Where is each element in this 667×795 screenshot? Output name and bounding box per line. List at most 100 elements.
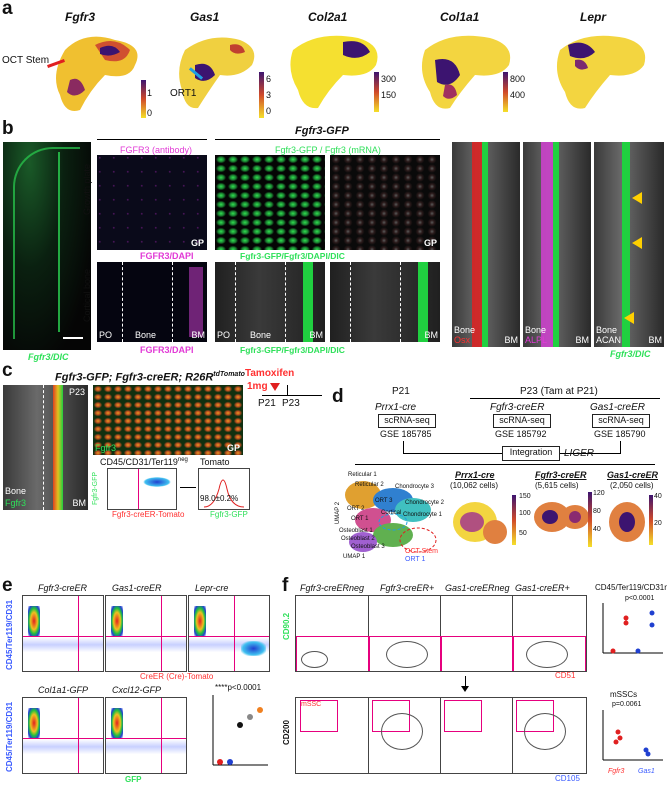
acan-label: ACAN bbox=[596, 335, 622, 345]
gene-label: Col1a1 bbox=[440, 10, 480, 24]
pct-label: 98.0±0.2% bbox=[200, 494, 239, 503]
p23-label: P23 bbox=[68, 387, 85, 397]
dose-label: 1mg bbox=[247, 381, 268, 392]
cluster-umap: Reticular 1 Reticular 2 Chondrocyte 3 Ch… bbox=[333, 470, 448, 565]
e-facs-5 bbox=[105, 697, 187, 774]
gene-label: Gas1 bbox=[190, 10, 220, 24]
gfp-cortical-image: PO Bone BM bbox=[215, 262, 325, 342]
panel-letter-a: a bbox=[2, 0, 13, 19]
density-title: Gas1-creER bbox=[607, 470, 659, 480]
colorbar bbox=[374, 72, 379, 112]
density-title: Prrx1-cre bbox=[455, 470, 495, 480]
umap-lepr: Lepr bbox=[540, 10, 665, 120]
d-gse2: GSE 185792 bbox=[495, 429, 547, 439]
f-chart2 bbox=[598, 710, 663, 765]
f-chart-x2: Gas1 bbox=[638, 768, 655, 775]
panel-b-title: Fgfr3-GFP bbox=[295, 125, 349, 137]
cluster-label: ORT 3 bbox=[375, 498, 393, 504]
e-top-3: Lepr-cre bbox=[195, 583, 229, 593]
scale-label: 40 bbox=[654, 493, 662, 500]
d-gse1: GSE 185785 bbox=[380, 429, 432, 439]
po-label: PO bbox=[99, 330, 113, 340]
bm-label: BM bbox=[504, 335, 519, 345]
cluster-label: Reticular 1 bbox=[348, 472, 377, 478]
hist-x-label: Fgfr3-GFP bbox=[210, 510, 248, 519]
f-head-2: Fgfr3-creER+ bbox=[380, 583, 435, 593]
density-title: Fgfr3-creER bbox=[535, 470, 587, 480]
gp-label: GP bbox=[226, 443, 240, 453]
scale-label: 0 bbox=[266, 106, 272, 116]
bm-label: BM bbox=[648, 335, 663, 345]
density-fgfr3: Fgfr3-creER (5,615 cells) bbox=[530, 470, 600, 560]
panel-letter-b: b bbox=[2, 118, 14, 139]
mssc-label: mSSC bbox=[301, 701, 322, 708]
cluster-label: ORT 1 bbox=[351, 516, 369, 522]
d-prrx1: Prrx1-cre bbox=[375, 402, 417, 413]
facs-x-label: Fgfr3-creER-Tomato bbox=[112, 510, 185, 519]
umap-plot bbox=[179, 37, 255, 109]
osx-label: Osx bbox=[454, 335, 471, 345]
f-x-bottom: CD105 bbox=[555, 774, 580, 783]
e-facs-1 bbox=[22, 595, 104, 672]
density-gas1: Gas1-creER (2,050 cells) bbox=[605, 470, 665, 560]
bone-label: Bone bbox=[596, 325, 618, 335]
bm-label: BM bbox=[72, 498, 87, 508]
bm-label: BM bbox=[191, 330, 206, 340]
scrna-box-2: scRNA-seq bbox=[493, 414, 551, 428]
osx-image: Bone Osx BM bbox=[452, 142, 520, 347]
cluster-label: Osteoblast 3 bbox=[351, 544, 385, 550]
e-y-axis-bottom: CD45/Ter119/CD31 bbox=[5, 701, 14, 772]
arrowhead-icon bbox=[632, 192, 642, 204]
panel-letter-e: e bbox=[2, 575, 13, 596]
colorbar bbox=[503, 72, 508, 112]
f-chart1-p: p<0.0001 bbox=[625, 595, 655, 602]
cluster-label: Chondrocyte 2 bbox=[405, 500, 445, 506]
colorbar bbox=[649, 495, 653, 545]
scale-label: 6 bbox=[266, 74, 272, 84]
tam-triangle-icon bbox=[270, 383, 280, 391]
f-y-top: CD90.2 bbox=[282, 612, 291, 640]
scrna-box-1: scRNA-seq bbox=[378, 414, 436, 428]
gfp-gp-image bbox=[215, 155, 325, 250]
mrna-gp-image: GP bbox=[330, 155, 440, 250]
f-chart1-svg bbox=[602, 603, 663, 654]
liger-label: LIGER bbox=[564, 448, 595, 459]
e-facs-2 bbox=[105, 595, 187, 672]
density-svg bbox=[453, 502, 507, 544]
density-svg bbox=[609, 502, 645, 542]
facs-y-label: Fgfr3-GFP bbox=[92, 471, 99, 505]
umap2-label: UMAP 2 bbox=[335, 501, 342, 525]
panel-letter-d: d bbox=[332, 386, 344, 407]
e-chart bbox=[208, 695, 268, 770]
bone-label: Bone bbox=[250, 330, 272, 340]
scale-label: 100 bbox=[519, 510, 531, 517]
cluster-label: ORT 2 bbox=[347, 506, 365, 512]
mrna-cortical-image: BM bbox=[330, 262, 440, 342]
alpl-label: ALPL bbox=[525, 335, 548, 345]
c-bone-image: P23 Bone Fgfr3 BM bbox=[3, 385, 88, 510]
annot-oct: OCT Stem bbox=[2, 55, 50, 66]
bm-label: BM bbox=[309, 330, 324, 340]
scale-label: 80 bbox=[593, 508, 601, 515]
e-x-axis-bottom: GFP bbox=[125, 775, 142, 784]
colorbar bbox=[512, 495, 516, 545]
e-bottom-2: Cxcl12-GFP bbox=[112, 685, 162, 695]
umap-plot bbox=[421, 35, 511, 109]
right-caption: Fgfr3/DIC bbox=[610, 349, 651, 359]
scale-bar bbox=[63, 337, 83, 339]
gp-label: GP bbox=[190, 238, 204, 248]
histogram-svg bbox=[203, 479, 245, 508]
umap-fgfr3: Fgfr3 OCT Stem 1 0 bbox=[2, 10, 155, 120]
e-facs-4 bbox=[22, 697, 104, 774]
row-cortical: Cortical bone bbox=[82, 268, 92, 322]
umap-plot bbox=[56, 36, 138, 111]
annot-ort: ORT1 bbox=[170, 88, 197, 99]
cluster-label: Reticular 2 bbox=[355, 482, 384, 488]
f-chart2-title: mSSCs bbox=[610, 690, 638, 699]
scale-label: 1 bbox=[147, 88, 153, 98]
panel-letter-c: c bbox=[2, 360, 13, 381]
fgfr3-dapi-caption-2: FGFR3/DAPI bbox=[140, 345, 194, 355]
scale-label: 20 bbox=[654, 520, 662, 527]
scale-label: 400 bbox=[510, 90, 526, 100]
density-count: (5,615 cells) bbox=[535, 481, 579, 490]
